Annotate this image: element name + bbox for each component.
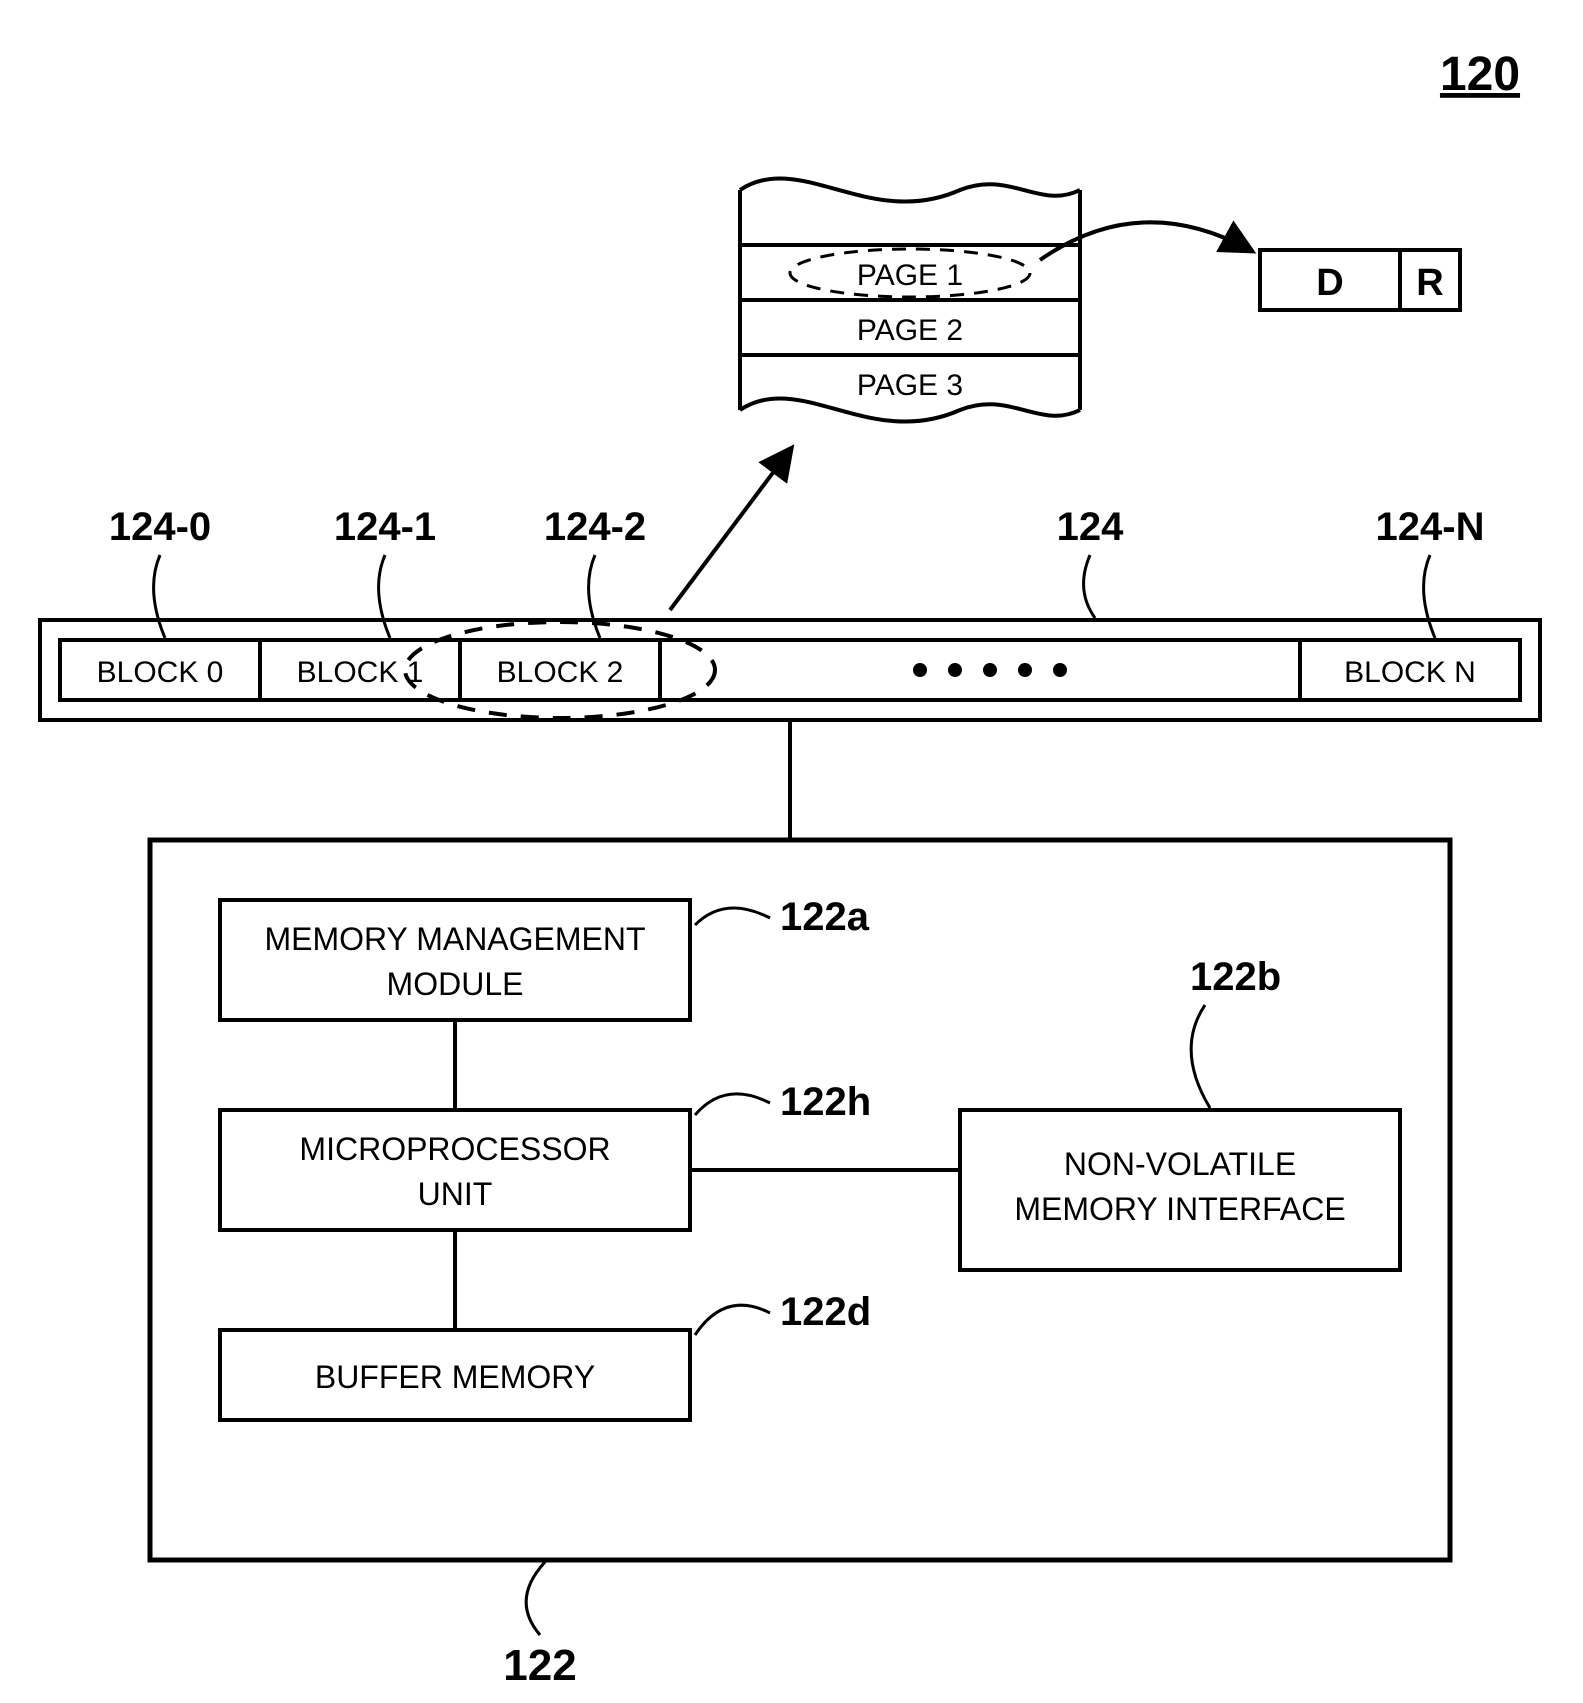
mm-label: 122a [780,895,870,939]
blocks-ellipsis [913,663,1067,677]
block-n-text: BLOCK N [1344,656,1476,689]
block-2-label: 124-2 [544,505,646,549]
mm-text-1: MEMORY MANAGEMENT [264,921,645,957]
block-n-label: 124-N [1376,505,1485,549]
mm-rect [220,900,690,1020]
figure-label: 120 [1440,48,1520,101]
nvm-text-1: NON-VOLATILE [1064,1146,1296,1182]
block-2-leader [589,555,600,638]
dr-right-text: R [1416,262,1443,304]
page-1-text: PAGE 1 [857,259,963,292]
blocks-outer-rect [40,620,1540,720]
block-n-leader [1424,555,1435,638]
buf-label: 122d [780,1290,871,1334]
mp-leader [695,1094,770,1115]
block-0-leader [154,555,165,638]
dr-left-text: D [1316,262,1343,304]
controller-leader [526,1562,545,1635]
block-1-label: 124-1 [334,505,436,549]
nvm-text-2: MEMORY INTERFACE [1014,1191,1345,1227]
block-2-text: BLOCK 2 [497,656,624,689]
buf-leader [695,1305,770,1335]
buf-text-1: BUFFER MEMORY [315,1359,595,1395]
blocks-124-label: 124 [1057,505,1124,549]
block-1-leader [379,555,390,638]
nvm-label: 122b [1190,955,1281,999]
block-0-text: BLOCK 0 [97,656,224,689]
nvm-leader [1191,1005,1210,1108]
nvm-rect [960,1110,1400,1270]
mp-rect [220,1110,690,1230]
page-2-text: PAGE 2 [857,314,963,347]
mp-label: 122h [780,1080,871,1124]
pages-stack: PAGE 1 PAGE 2 PAGE 3 [740,178,1080,421]
blocks-124-leader [1084,555,1095,618]
mm-leader [695,908,770,925]
mm-text-2: MODULE [387,966,524,1002]
page1-to-dr-arrow [1040,222,1250,260]
block-0-label: 124-0 [109,505,211,549]
page-3-text: PAGE 3 [857,369,963,402]
controller-label: 122 [503,1641,576,1690]
mp-text-1: MICROPROCESSOR [299,1131,610,1167]
block2-to-pages-arrow [670,450,790,610]
mp-text-2: UNIT [418,1176,493,1212]
block-1-text: BLOCK 1 [297,656,424,689]
dr-box: D R [1260,250,1460,310]
blocks-middle-rect [660,640,1300,700]
